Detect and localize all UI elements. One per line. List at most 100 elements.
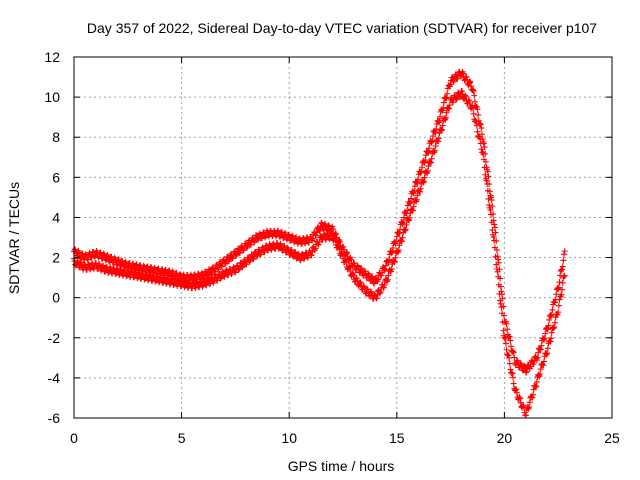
data-point	[479, 136, 486, 143]
data-point	[488, 211, 495, 218]
data-point	[444, 90, 451, 97]
data-point	[99, 255, 106, 262]
data-point	[480, 150, 487, 157]
data-point	[493, 261, 500, 268]
data-point	[514, 358, 521, 365]
data-point	[457, 73, 464, 80]
data-point	[387, 268, 394, 275]
data-point	[152, 269, 159, 276]
data-point	[478, 146, 485, 153]
data-point	[384, 278, 391, 285]
data-point	[355, 263, 362, 270]
data-point	[522, 369, 529, 376]
data-point	[369, 273, 376, 280]
data-point	[524, 404, 531, 411]
data-point	[488, 219, 495, 226]
data-point	[393, 233, 400, 240]
data-point	[554, 285, 561, 292]
data-point	[467, 79, 474, 86]
data-point	[495, 281, 502, 288]
data-point	[264, 247, 271, 254]
data-point	[490, 233, 497, 240]
x-tick-label: 20	[497, 430, 513, 446]
data-point	[400, 219, 407, 226]
x-tick-label: 10	[281, 430, 297, 446]
data-point	[251, 239, 258, 246]
data-point	[418, 168, 425, 175]
data-point	[463, 73, 470, 80]
data-point	[108, 269, 115, 276]
data-point	[404, 207, 411, 214]
data-point	[507, 337, 514, 344]
data-point	[446, 82, 453, 89]
data-point	[417, 185, 424, 192]
data-point	[496, 290, 503, 297]
x-tick-label: 15	[389, 430, 405, 446]
data-point	[517, 361, 524, 368]
data-point	[484, 168, 491, 175]
data-point	[96, 261, 103, 268]
data-point	[289, 232, 296, 239]
data-point	[386, 256, 393, 263]
y-tick-label: 12	[44, 49, 60, 65]
data-point	[513, 357, 520, 364]
data-point	[123, 273, 130, 280]
data-point	[367, 288, 374, 295]
data-point	[214, 277, 221, 284]
y-tick-label: 10	[44, 89, 60, 105]
data-point	[561, 251, 568, 258]
data-point	[436, 118, 443, 125]
data-point	[368, 289, 375, 296]
data-point	[381, 267, 388, 274]
data-point	[495, 273, 502, 280]
data-point	[370, 279, 377, 286]
data-point	[438, 126, 445, 133]
y-axis-label: SDTVAR / TECUs	[6, 182, 22, 294]
data-point	[123, 264, 130, 271]
data-point	[211, 268, 218, 275]
data-point	[544, 345, 551, 352]
data-point	[316, 227, 323, 234]
data-point	[238, 244, 245, 251]
data-point	[184, 283, 191, 290]
data-point	[339, 251, 346, 258]
data-point	[402, 227, 409, 234]
data-point	[453, 96, 460, 103]
data-point	[247, 241, 254, 248]
data-point	[114, 265, 121, 272]
data-point	[173, 270, 180, 277]
data-point	[526, 399, 533, 406]
data-point	[373, 295, 380, 302]
data-point	[487, 206, 494, 213]
data-point	[418, 164, 425, 171]
data-point	[199, 283, 206, 290]
plot-frame	[73, 56, 613, 419]
data-point	[313, 229, 320, 236]
data-point	[537, 371, 544, 378]
data-point	[559, 263, 566, 270]
data-point	[222, 268, 229, 275]
data-point	[385, 259, 392, 266]
data-point	[549, 306, 556, 313]
data-point	[349, 271, 356, 278]
data-point	[506, 354, 513, 361]
data-point	[489, 227, 496, 234]
data-point	[500, 327, 507, 334]
data-point	[158, 265, 165, 272]
data-point	[329, 223, 336, 230]
data-point	[161, 274, 168, 281]
data-point	[473, 118, 480, 125]
data-point	[406, 214, 413, 221]
x-axis-ticks: 0 5 10 15 20 25	[70, 57, 620, 446]
data-point	[129, 268, 136, 275]
data-point	[315, 241, 322, 248]
data-point	[392, 254, 399, 261]
data-point	[71, 246, 78, 253]
data-point	[431, 147, 438, 154]
data-point	[504, 351, 511, 358]
data-point	[240, 246, 247, 253]
data-point	[382, 262, 389, 269]
data-point	[285, 246, 292, 253]
data-point	[534, 354, 541, 361]
data-point	[470, 88, 477, 95]
